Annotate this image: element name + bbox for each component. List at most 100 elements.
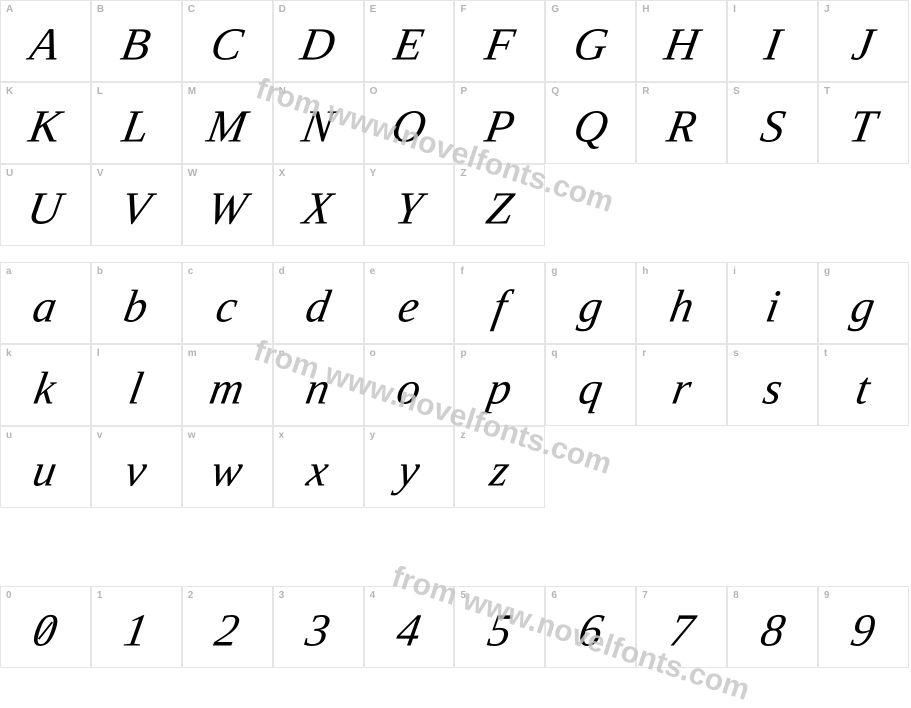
glyph: b <box>121 284 152 330</box>
glyph-cell: gg <box>545 262 636 344</box>
glyph: f <box>489 284 510 330</box>
glyph-cell: 00 <box>0 586 91 668</box>
glyph-cell: JJ <box>818 0 909 82</box>
section-uppercase: AABBCCDDEEFFGGHHIIJJKKLLMMNNOOPPQQRRSSTT… <box>0 0 909 246</box>
glyph: o <box>393 366 424 412</box>
glyph-cell: KK <box>0 82 91 164</box>
glyph-cell: FF <box>454 0 545 82</box>
glyph: h <box>666 284 697 330</box>
glyph-label: B <box>97 4 104 15</box>
glyph-cell: oo <box>364 344 455 426</box>
glyph-row: AABBCCDDEEFFGGHHIIJJ <box>0 0 909 82</box>
glyph: 0 <box>30 608 61 654</box>
glyph-row: aabbccddeeffgghhiigg <box>0 262 909 344</box>
glyph-label: c <box>188 266 194 277</box>
glyph: T <box>847 104 881 150</box>
glyph-label: Q <box>551 86 559 97</box>
glyph-cell: OO <box>364 82 455 164</box>
glyph-label: I <box>733 4 736 15</box>
glyph-cell: dd <box>273 262 364 344</box>
glyph-cell: DD <box>273 0 364 82</box>
glyph-cell: 77 <box>636 586 727 668</box>
glyph: P <box>482 104 518 150</box>
glyph-label: 1 <box>97 590 103 601</box>
glyph: a <box>30 284 61 330</box>
glyph-cell: CC <box>182 0 273 82</box>
glyph-label: A <box>6 4 13 15</box>
glyph: J <box>849 22 878 68</box>
glyph-label: K <box>6 86 13 97</box>
glyph-label: y <box>370 430 376 441</box>
glyph-cell: AA <box>0 0 91 82</box>
glyph-cell: LL <box>91 82 182 164</box>
glyph-label: f <box>460 266 463 277</box>
glyph-cell: 99 <box>818 586 909 668</box>
glyph: 5 <box>484 608 515 654</box>
glyph-label: U <box>6 168 13 179</box>
glyph: 1 <box>121 608 152 654</box>
glyph: d <box>303 284 334 330</box>
glyph-label: V <box>97 168 104 179</box>
glyph: 2 <box>212 608 243 654</box>
glyph-label: b <box>97 266 103 277</box>
glyph-cell: SS <box>727 82 818 164</box>
glyph-label: T <box>824 86 830 97</box>
glyph-cell: EE <box>364 0 455 82</box>
glyph-label: F <box>460 4 466 15</box>
glyph: X <box>300 186 336 232</box>
glyph: u <box>30 448 61 494</box>
glyph: z <box>487 448 513 494</box>
glyph: H <box>661 22 702 68</box>
glyph-label: P <box>460 86 467 97</box>
glyph-cell: 88 <box>727 586 818 668</box>
glyph: r <box>669 366 695 412</box>
glyph: q <box>575 366 606 412</box>
glyph-label: 5 <box>460 590 466 601</box>
glyph-cell: yy <box>364 426 455 508</box>
glyph: Z <box>483 186 517 232</box>
glyph-label: k <box>6 348 12 359</box>
glyph: 6 <box>575 608 606 654</box>
glyph-label: o <box>370 348 376 359</box>
glyph: Y <box>392 186 426 232</box>
glyph-label: Z <box>460 168 466 179</box>
glyph-label: a <box>6 266 12 277</box>
glyph: V <box>118 186 154 232</box>
glyph: L <box>119 104 153 150</box>
glyph: E <box>391 22 427 68</box>
glyph: s <box>760 366 786 412</box>
glyph-cell: UU <box>0 164 91 246</box>
glyph-label: R <box>642 86 649 97</box>
glyph-label: X <box>279 168 286 179</box>
glyph-cell: ff <box>454 262 545 344</box>
glyph: D <box>297 22 338 68</box>
glyph-label: s <box>733 348 739 359</box>
glyph: O <box>388 104 429 150</box>
glyph-row: uuvvwwxxyyzz <box>0 426 909 508</box>
glyph-cell: qq <box>545 344 636 426</box>
glyph-label: E <box>370 4 377 15</box>
glyph: n <box>303 366 334 412</box>
glyph-label: q <box>551 348 557 359</box>
glyph-label: N <box>279 86 286 97</box>
glyph-label: 8 <box>733 590 739 601</box>
glyph-cell: vv <box>91 426 182 508</box>
glyph-label: r <box>642 348 646 359</box>
glyph: g <box>848 284 879 330</box>
glyph: S <box>757 104 788 150</box>
glyph: e <box>395 284 424 330</box>
glyph: R <box>664 104 700 150</box>
glyph-cell: gg <box>818 262 909 344</box>
glyph: K <box>26 104 65 150</box>
glyph-cell: 55 <box>454 586 545 668</box>
glyph: w <box>208 448 247 494</box>
glyph-label: M <box>188 86 196 97</box>
glyph: p <box>484 366 515 412</box>
glyph: k <box>31 366 60 412</box>
glyph-label: m <box>188 348 197 359</box>
glyph-cell: kk <box>0 344 91 426</box>
glyph-label: z <box>460 430 465 441</box>
glyph: 3 <box>303 608 334 654</box>
glyph-label: g <box>551 266 557 277</box>
glyph: M <box>204 104 250 150</box>
